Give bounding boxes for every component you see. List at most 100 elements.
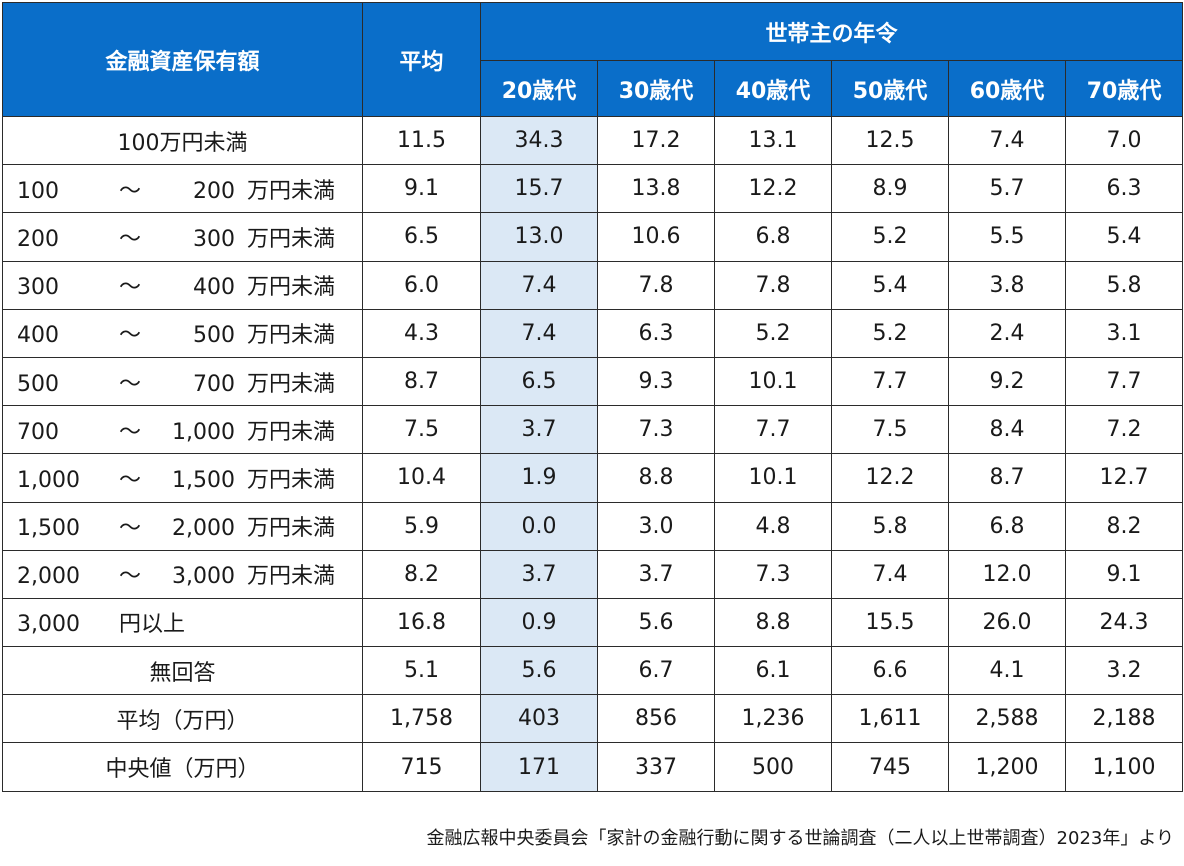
cell-age-60s: 7.4 <box>948 115 1066 166</box>
cell-average: 4.3 <box>362 308 481 358</box>
row-label-tilde: ～ <box>118 371 141 397</box>
row-label: 300 ～ 400 万円未満 <box>2 260 363 310</box>
table-row: 700 ～ 1,000 万円未満 7.5 3.7 7.3 7.7 7.5 8.4 7.2 <box>2 405 1184 455</box>
cell-average: 6.0 <box>362 260 481 310</box>
cell-age-30s: 5.6 <box>597 597 715 648</box>
cell-age-70s: 7.2 <box>1064 405 1184 455</box>
row-label: 100万円未満 <box>2 115 363 166</box>
cell-age-70s: 2,188 <box>1064 694 1184 744</box>
cell-average: 10.4 <box>362 453 481 503</box>
row-label-tilde: ～ <box>118 564 141 590</box>
row-label: 1,500 ～ 2,000 万円未満 <box>2 501 363 551</box>
cell-age-70s: 8.2 <box>1064 501 1184 551</box>
table-row: 1,500 ～ 2,000 万円未満 5.9 0.0 3.0 4.8 5.8 6.8 8.2 <box>2 501 1184 551</box>
row-label-unit: 万円未満 <box>247 178 336 204</box>
cell-age-60s: 5.5 <box>948 212 1066 262</box>
cell-age-30s: 6.3 <box>597 308 715 358</box>
cell-age-60s: 26.0 <box>948 597 1066 648</box>
cell-age-60s: 1,200 <box>948 742 1066 792</box>
cell-age-40s: 4.8 <box>714 501 832 551</box>
header-age-60s: 60歳代 <box>948 60 1066 117</box>
cell-age-40s: 5.2 <box>714 308 832 358</box>
table-row: 100 ～ 200 万円未満 9.1 15.7 13.8 12.2 8.9 5.7 6.3 <box>2 164 1184 214</box>
row-label: 無回答 <box>2 646 363 696</box>
cell-age-50s: 1,611 <box>831 694 949 744</box>
source-note: 金融広報中央委員会「家計の金融行動に関する世論調査（二人以上世帯調査）2023年… <box>426 828 1174 849</box>
cell-age-70s: 9.1 <box>1064 549 1184 599</box>
row-label-text: 中央値（万円） <box>105 757 260 783</box>
cell-age-30s: 17.2 <box>597 115 715 166</box>
cell-age-40s: 6.1 <box>714 646 832 696</box>
cell-age-20s: 1.9 <box>480 453 598 503</box>
cell-age-70s: 3.2 <box>1064 646 1184 696</box>
cell-average: 715 <box>362 742 481 792</box>
cell-age-60s: 8.4 <box>948 405 1066 455</box>
cell-age-60s: 6.8 <box>948 501 1066 551</box>
row-label-text: 平均（万円） <box>116 708 249 734</box>
cell-age-60s: 2,588 <box>948 694 1066 744</box>
header-age-30s: 30歳代 <box>597 60 715 117</box>
cell-average: 8.2 <box>362 549 481 599</box>
row-label: 2,000 ～ 3,000 万円未満 <box>2 549 363 599</box>
cell-age-30s: 6.7 <box>597 646 715 696</box>
row-label-unit: 万円未満 <box>247 419 336 445</box>
row-label-unit: 万円未満 <box>247 323 336 349</box>
cell-average: 8.7 <box>362 356 481 407</box>
cell-age-40s: 6.8 <box>714 212 832 262</box>
row-label-tilde: ～ <box>118 226 141 252</box>
cell-age-20s: 15.7 <box>480 164 598 214</box>
cell-age-20s: 3.7 <box>480 549 598 599</box>
cell-age-70s: 1,100 <box>1064 742 1184 792</box>
header-age-group: 世帯主の年令 <box>479 2 1184 61</box>
header-row-top: 金融資産保有額 平均 世帯主の年令 <box>2 2 1184 117</box>
cell-age-30s: 7.8 <box>597 260 715 310</box>
row-label-lower: 200 <box>17 226 59 252</box>
row-label-unit: 万円未満 <box>247 275 336 301</box>
row-label-tilde: ～ <box>118 419 141 445</box>
cell-age-20s: 171 <box>480 742 598 792</box>
cell-age-40s: 10.1 <box>714 356 832 407</box>
row-label-lower: 3,000 <box>17 612 80 638</box>
cell-age-50s: 7.4 <box>831 549 949 599</box>
cell-age-20s: 6.5 <box>480 356 598 407</box>
cell-age-30s: 337 <box>597 742 715 792</box>
cell-age-20s: 0.0 <box>480 501 598 551</box>
cell-age-40s: 8.8 <box>714 597 832 648</box>
header-age-40s: 40歳代 <box>714 60 832 117</box>
row-label-upper: 200 <box>193 178 235 204</box>
cell-age-60s: 12.0 <box>948 549 1066 599</box>
table-body: 100万円未満 11.5 34.3 17.2 13.1 12.5 7.4 7.0 100 ～ 200… <box>2 115 1184 792</box>
row-label-lower: 1,500 <box>17 516 80 542</box>
table-row: 2,000 ～ 3,000 万円未満 8.2 3.7 3.7 7.3 7.4 12.0 9.1 <box>2 549 1184 599</box>
cell-average: 9.1 <box>362 164 481 214</box>
row-label: 200 ～ 300 万円未満 <box>2 212 363 262</box>
cell-age-70s: 3.1 <box>1064 308 1184 358</box>
row-label-upper: 1,500 <box>172 467 235 493</box>
cell-age-20s: 7.4 <box>480 308 598 358</box>
row-label-unit: 万円未満 <box>247 564 336 590</box>
row-label-lower: 300 <box>17 275 59 301</box>
row-label-unit: 万円未満 <box>247 516 336 542</box>
table-row: 平均（万円） 1,758 403 856 1,236 1,611 2,588 2,188 <box>2 694 1184 744</box>
row-label: 3,000 円以上 <box>2 597 363 648</box>
row-label-text: 無回答 <box>149 660 216 686</box>
cell-average: 5.9 <box>362 501 481 551</box>
header-age-20s: 20歳代 <box>480 60 598 117</box>
header-average: 平均 <box>362 2 481 117</box>
cell-age-70s: 6.3 <box>1064 164 1184 214</box>
table-row: 500 ～ 700 万円未満 8.7 6.5 9.3 10.1 7.7 9.2 7.7 <box>2 356 1184 407</box>
cell-age-20s: 7.4 <box>480 260 598 310</box>
header-row-label: 金融資産保有額 <box>2 2 363 117</box>
cell-age-20s: 34.3 <box>480 115 598 166</box>
cell-age-50s: 7.7 <box>831 356 949 407</box>
cell-average: 5.1 <box>362 646 481 696</box>
cell-age-70s: 7.0 <box>1064 115 1184 166</box>
row-label-unit: 万円未満 <box>247 371 336 397</box>
row-label-tilde: ～ <box>118 516 141 542</box>
row-label-lower: 100 <box>17 178 59 204</box>
cell-age-60s: 9.2 <box>948 356 1066 407</box>
cell-age-50s: 15.5 <box>831 597 949 648</box>
cell-age-50s: 6.6 <box>831 646 949 696</box>
asset-distribution-table: 金融資産保有額 平均 世帯主の年令 20歳代 30歳代 40歳代 50歳代 60… <box>2 2 1184 792</box>
table-row: 300 ～ 400 万円未満 6.0 7.4 7.8 7.8 5.4 3.8 5.8 <box>2 260 1184 310</box>
